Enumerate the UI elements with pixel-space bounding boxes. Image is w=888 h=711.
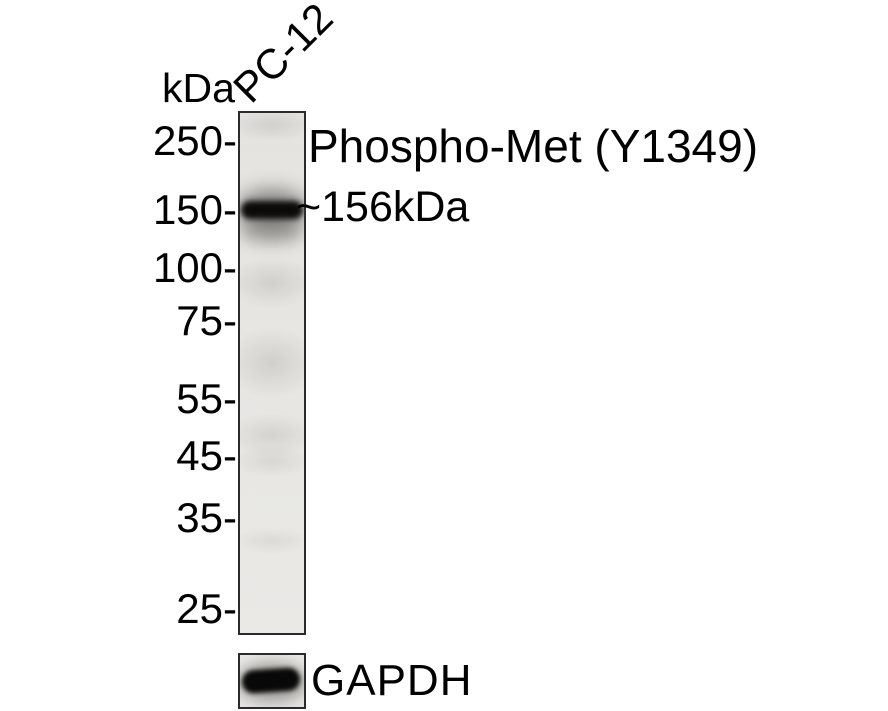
- gapdh-label: GAPDH: [311, 656, 473, 705]
- phospho-met-band: [241, 201, 303, 219]
- band-size-annotation: ~156kDa: [296, 183, 470, 231]
- ladder-marker-25: 25-: [176, 585, 237, 632]
- kda-units-label: kDa: [162, 65, 235, 111]
- ladder-marker-75: 75-: [176, 297, 237, 344]
- ladder-marker-35: 35-: [176, 494, 237, 541]
- phospho-met-band-smear: [240, 219, 304, 245]
- gapdh-band: [241, 667, 301, 694]
- ladder-marker-55: 55-: [176, 375, 237, 422]
- sample-label-pc12: PC-12: [224, 0, 342, 112]
- ladder-marker-100: 100-: [152, 244, 237, 291]
- blot-lane-pc12: [238, 111, 306, 635]
- ladder-marker-250: 250-: [152, 117, 237, 164]
- ladder-marker-150: 150-: [152, 186, 237, 233]
- ladder-marker-45: 45-: [176, 432, 237, 479]
- gapdh-lane: [238, 653, 306, 709]
- target-antibody-label: Phospho-Met (Y1349): [308, 120, 759, 172]
